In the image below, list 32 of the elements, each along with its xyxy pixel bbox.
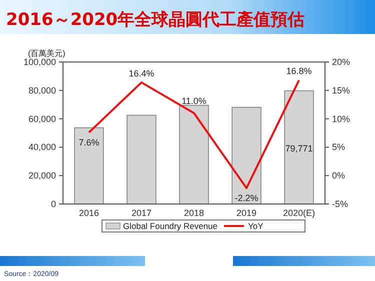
y2-tick-label: -5% [332, 199, 348, 209]
legend-label: YoY [248, 221, 264, 231]
y2-tick-label: 10% [332, 114, 350, 124]
data-label: 11.0% [182, 96, 206, 106]
y-tick-label: 80,000 [28, 85, 56, 96]
x-tick-label: 2017 [131, 208, 152, 218]
y-tick-label: 0 [50, 199, 56, 209]
y2-tick-label: 0% [332, 170, 346, 181]
y2-tick-label: 15% [332, 85, 350, 96]
data-label: 16.8% [286, 66, 312, 76]
data-label: 16.4% [128, 68, 154, 78]
bar [74, 127, 104, 204]
y-tick-label: 60,000 [28, 114, 56, 124]
bar [284, 90, 314, 204]
data-label: 7.6% [78, 137, 100, 148]
x-tick-label: 2019 [236, 208, 257, 218]
y-tick-label: 40,000 [28, 142, 56, 152]
y-tick-label: 100,000 [23, 57, 56, 67]
y2-tick-label: 5% [332, 142, 346, 152]
y2-tick-label: 20% [332, 57, 350, 67]
data-label: -2.2% [234, 193, 258, 204]
bar [232, 106, 262, 204]
data-label: 79,771 [285, 143, 313, 154]
bar [179, 104, 209, 204]
bar [126, 114, 156, 204]
legend-label: Global Foundry Revenue [123, 221, 218, 231]
x-tick-label: 2020(E) [282, 208, 316, 218]
chart-title: 2016～2020年全球晶圓代工產值預估 [6, 10, 305, 30]
x-tick-label: 2018 [184, 208, 204, 218]
x-tick-label: 2016 [78, 208, 100, 218]
y-axis-title: (百萬美元) [28, 49, 66, 58]
y-tick-label: 20,000 [28, 170, 56, 181]
